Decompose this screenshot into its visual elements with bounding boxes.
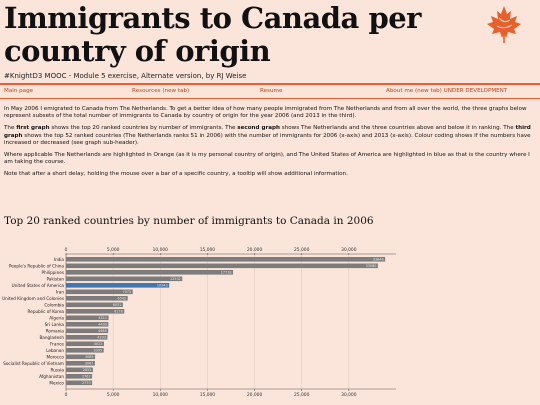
x-axis-top-tick-label: 30,000 [341, 247, 357, 253]
bar[interactable] [66, 296, 128, 301]
x-axis-bottom-tick-label: 30,000 [341, 392, 357, 398]
bar[interactable] [66, 354, 96, 360]
chart-title: Top 20 ranked countries by number of imm… [4, 215, 374, 227]
bar-value-label: 10943 [157, 284, 168, 288]
bar[interactable] [66, 361, 95, 366]
category-label: Russia [51, 367, 65, 372]
x-axis-bottom-tick-label: 25,000 [294, 392, 310, 398]
x-axis-top-tick-label: 0 [65, 247, 68, 253]
bar-value-label: 6031 [113, 303, 122, 307]
x-axis-bottom-tick-label: 10,000 [153, 392, 169, 398]
bar-value-label: 33848 [373, 258, 384, 262]
category-label: United States of America [12, 283, 65, 288]
nav-link-resources[interactable]: Resources (new tab) [132, 88, 190, 94]
x-axis-top-tick-label: 25,000 [294, 247, 310, 253]
category-label: Algeria [49, 315, 64, 320]
bar-value-label: 33080 [366, 264, 377, 268]
bar[interactable] [66, 302, 123, 308]
category-label: Morocco [46, 354, 64, 359]
intro-paragraph-2: The first graph shows the top 20 ranked … [4, 125, 531, 146]
bar-value-label: 2853 [83, 368, 92, 372]
x-axis-top-tick-label: 5,000 [107, 247, 120, 253]
bar[interactable] [66, 315, 109, 321]
nav-link-about-me[interactable]: About me (new tab) UNDER DEVELOPMENT [386, 88, 508, 94]
category-label: Romania [46, 328, 65, 333]
x-axis-bottom-tick-label: 20,000 [247, 392, 263, 398]
divider-top [0, 83, 540, 85]
category-label: Iran [56, 289, 65, 294]
category-label: Bangladesh [39, 335, 64, 340]
category-label: France [50, 341, 64, 346]
category-label: Lebanon [46, 348, 64, 353]
intro-paragraph-3: Where applicable The Netherlands are hig… [4, 152, 530, 166]
bar-chart: 0 0 5,000 5,000 10,000 10,000 15,000 15,000 20,0… [2, 247, 396, 398]
bar-value-label: 4022 [94, 342, 103, 346]
bar[interactable] [66, 374, 93, 379]
category-label: People's Republic of China [9, 263, 65, 268]
intro-text: In May 2006 I emigrated to Canada from T… [4, 106, 534, 184]
x-axis-top-tick-label: 10,000 [153, 247, 169, 253]
bar-value-label: 4490 [98, 323, 107, 327]
x-axis-top-tick-label: 20,000 [247, 247, 263, 253]
bar-value-label: 2770 [82, 381, 91, 385]
category-label: Republic of Korea [28, 309, 65, 314]
bar[interactable] [66, 283, 170, 288]
category-label: Pakistan [46, 276, 64, 281]
bar[interactable] [66, 322, 109, 327]
intro-paragraph-4: Note that after a short delay, holding t… [4, 171, 348, 178]
bar-value-label: 4393 [97, 336, 106, 340]
bar-value-label: 4511 [98, 316, 107, 320]
bar-value-label: 3995 [94, 349, 103, 353]
second-graph-label: second graph [237, 125, 280, 132]
bar-value-label: 17718 [221, 271, 232, 275]
nav-link-resume[interactable]: Resume [260, 88, 283, 94]
page-title: Immigrants to Canada per country of orig… [4, 1, 421, 68]
bar-value-label: 12332 [170, 277, 181, 281]
bar-value-label: 6178 [114, 310, 123, 314]
bar-value-label: 3067 [85, 362, 94, 366]
bar[interactable] [66, 341, 104, 347]
bar-value-label: 6542 [118, 297, 127, 301]
bar-value-label: 4468 [98, 329, 107, 333]
bar[interactable] [66, 367, 93, 373]
bar[interactable] [66, 289, 133, 295]
x-axis-bottom-tick-label: 0 [65, 392, 68, 398]
x-axis-top-tick-label: 15,000 [200, 247, 216, 253]
bar[interactable] [66, 270, 234, 275]
category-label: Afghanistan [39, 374, 64, 379]
bar[interactable] [66, 263, 378, 269]
bar-value-label: 3085 [85, 355, 94, 359]
third-graph-label: third graph [4, 125, 531, 139]
category-label: Mexico [49, 380, 64, 385]
bar[interactable] [66, 309, 125, 314]
bar[interactable] [66, 257, 386, 262]
bar[interactable] [66, 335, 108, 340]
intro-paragraph-1: In May 2006 I emigrated to Canada from T… [4, 106, 527, 120]
bar-value-label: 7073 [123, 290, 132, 294]
category-label: Colombia [44, 302, 64, 307]
divider-bottom [0, 98, 540, 99]
nav-bar: Main page Resources (new tab) Resume Abo… [0, 88, 540, 98]
bar[interactable] [66, 276, 183, 282]
x-axis-bottom-tick-label: 5,000 [107, 392, 120, 398]
category-label: United Kingdom and Colonies [2, 296, 64, 301]
bar-value-label: 2767 [82, 375, 91, 379]
bar[interactable] [66, 380, 93, 386]
page-subtitle: #KnightD3 MOOC - Module 5 exercise, Alte… [4, 72, 247, 80]
nav-link-main-page[interactable]: Main page [4, 88, 34, 94]
x-axis-bottom-tick-label: 15,000 [200, 392, 216, 398]
maple-leaf-icon [487, 6, 521, 43]
category-label: Socialist Republic of Vietnam [3, 361, 64, 366]
bar[interactable] [66, 328, 109, 334]
bar[interactable] [66, 348, 104, 353]
category-label: Sri Lanka [45, 322, 65, 327]
category-label: India [54, 257, 65, 262]
first-graph-label: first graph [16, 125, 50, 132]
category-label: Philippines [41, 270, 64, 275]
